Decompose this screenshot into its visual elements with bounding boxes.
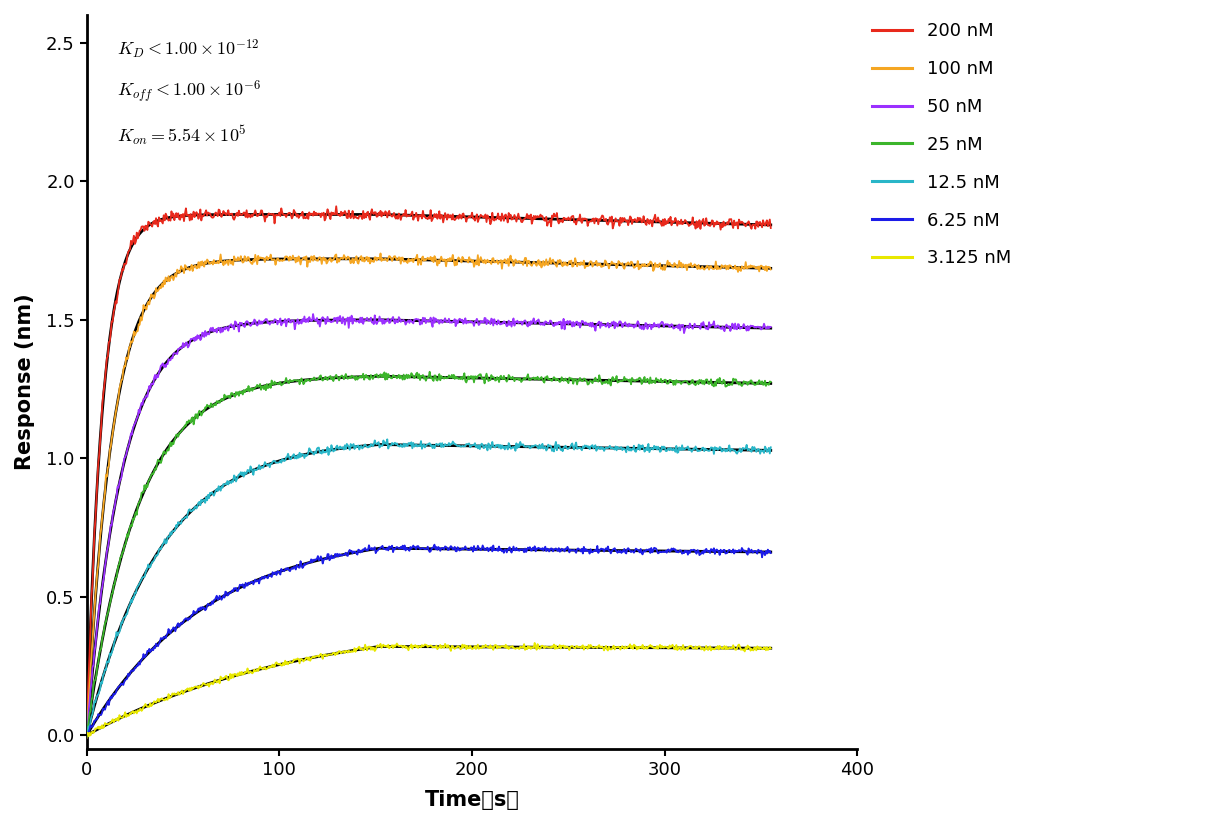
25 nM [687, 380, 702, 389]
Line: 50 nM: 50 nM [86, 314, 771, 733]
25 nM [468, 371, 483, 381]
50 nM [559, 318, 574, 328]
6.25 nM [687, 545, 702, 555]
12.5 nM [79, 729, 94, 739]
Line: 200 nM: 200 nM [86, 206, 771, 738]
200 nM [500, 218, 515, 228]
Y-axis label: Response (nm): Response (nm) [15, 294, 34, 470]
100 nM [500, 254, 515, 264]
3.125 nM [428, 643, 442, 653]
100 nM [304, 252, 319, 262]
Legend: 200 nM, 100 nM, 50 nM, 25 nM, 12.5 nM, 6.25 nM, 3.125 nM: 200 nM, 100 nM, 50 nM, 25 nM, 12.5 nM, 6… [865, 15, 1018, 275]
3.125 nM [81, 732, 96, 742]
6.25 nM [428, 544, 442, 554]
3.125 nM [500, 642, 515, 652]
6.25 nM [764, 548, 779, 558]
100 nM [373, 248, 388, 258]
3.125 nM [527, 638, 542, 648]
50 nM [79, 728, 94, 738]
25 nM [764, 377, 779, 387]
3.125 nM [689, 642, 703, 652]
50 nM [428, 314, 442, 323]
6.25 nM [428, 540, 442, 549]
50 nM [304, 316, 319, 326]
12.5 nM [379, 434, 394, 444]
6.25 nM [500, 544, 515, 554]
6.25 nM [468, 545, 483, 555]
25 nM [423, 367, 437, 377]
Text: $K_D<1.00\times10^{-12}$
$K_{off}<1.00\times10^{-6}$
$K_{on}=5.54\times10^{5}$: $K_D<1.00\times10^{-12}$ $K_{off}<1.00\t… [117, 37, 261, 148]
Line: 25 nM: 25 nM [86, 372, 771, 738]
50 nM [306, 309, 320, 319]
50 nM [500, 321, 515, 331]
50 nM [468, 316, 483, 326]
Line: 100 nM: 100 nM [86, 253, 771, 737]
Line: 3.125 nM: 3.125 nM [86, 643, 771, 737]
200 nM [428, 212, 442, 222]
3.125 nM [468, 644, 483, 654]
X-axis label: Time（s）: Time（s） [425, 790, 520, 810]
25 nM [304, 374, 319, 384]
Line: 12.5 nM: 12.5 nM [86, 439, 771, 734]
200 nM [687, 219, 702, 229]
12.5 nM [428, 441, 442, 450]
3.125 nM [764, 644, 779, 653]
200 nM [559, 214, 574, 224]
12.5 nM [764, 442, 779, 452]
12.5 nM [559, 443, 574, 453]
200 nM [468, 212, 483, 222]
100 nM [764, 265, 779, 275]
Line: 6.25 nM: 6.25 nM [86, 544, 771, 734]
25 nM [79, 733, 94, 742]
100 nM [468, 257, 483, 266]
100 nM [428, 253, 442, 263]
200 nM [79, 733, 94, 743]
200 nM [329, 201, 344, 211]
25 nM [500, 375, 515, 384]
12.5 nM [468, 442, 483, 452]
3.125 nM [79, 729, 94, 739]
6.25 nM [79, 729, 94, 739]
50 nM [687, 318, 702, 328]
3.125 nM [561, 642, 575, 652]
12.5 nM [687, 444, 702, 454]
6.25 nM [559, 544, 574, 554]
100 nM [79, 732, 94, 742]
50 nM [764, 322, 779, 332]
200 nM [764, 223, 779, 233]
25 nM [428, 370, 442, 380]
3.125 nM [304, 653, 319, 662]
6.25 nM [304, 554, 319, 564]
25 nM [559, 376, 574, 386]
100 nM [559, 260, 574, 270]
200 nM [304, 210, 319, 219]
100 nM [687, 259, 702, 269]
12.5 nM [500, 445, 515, 455]
12.5 nM [304, 447, 319, 457]
